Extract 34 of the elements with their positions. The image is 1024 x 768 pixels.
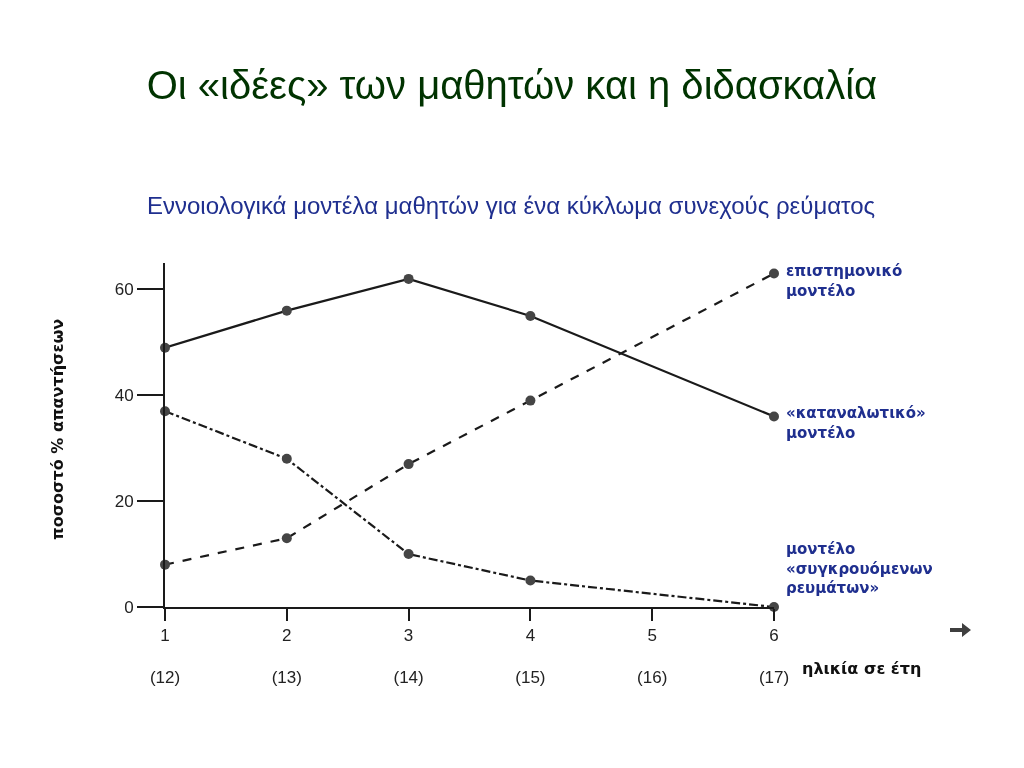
point bbox=[525, 395, 536, 406]
point bbox=[525, 310, 536, 321]
point bbox=[403, 273, 414, 284]
y-tick-label: 40 bbox=[114, 386, 134, 406]
point bbox=[281, 533, 292, 544]
x2-tick-label: (17) bbox=[758, 668, 790, 687]
x2-tick-label: (13) bbox=[271, 668, 302, 687]
series-label: μοντέλο «συγκρουόμενων ρευμάτων» bbox=[786, 540, 933, 597]
point bbox=[769, 268, 779, 279]
point bbox=[403, 549, 414, 560]
point bbox=[281, 453, 292, 464]
x-tick-label: 4 bbox=[525, 626, 536, 646]
x-tick-label: 1 bbox=[160, 626, 170, 646]
y-tick-label: 60 bbox=[114, 280, 134, 300]
x2-tick-label: (16) bbox=[637, 668, 668, 687]
point bbox=[281, 305, 292, 316]
chart-title: Οι «ιδέες» των μαθητών και η διδασκαλία bbox=[146, 63, 878, 107]
y-tick-label: 0 bbox=[124, 597, 134, 617]
x2-tick-label: (12) bbox=[149, 668, 181, 687]
x2-tick-label: (14) bbox=[393, 668, 424, 687]
point bbox=[769, 411, 779, 422]
chart-subtitle: Εννοιολογικά μοντέλα μαθητών για ένα κύκλωμα συνεχούς ρεύματος bbox=[147, 192, 876, 219]
x-axis-title: ηλικία σε έτη bbox=[802, 659, 922, 678]
series-label: «καταναλωτικό» μοντέλο bbox=[786, 404, 926, 442]
y-axis-title: ποσοστό % απαντήσεων bbox=[48, 318, 67, 540]
x-tick-label: 6 bbox=[769, 626, 779, 646]
x-tick-label: 5 bbox=[647, 626, 657, 646]
x-tick-label: 2 bbox=[282, 626, 292, 646]
point bbox=[525, 575, 536, 586]
y-tick-label: 20 bbox=[114, 492, 134, 512]
series-label: επιστημονικό μοντέλο bbox=[786, 262, 903, 300]
x2-tick-label: (15) bbox=[515, 668, 546, 687]
point bbox=[403, 459, 414, 470]
x-tick-label: 3 bbox=[403, 626, 414, 646]
